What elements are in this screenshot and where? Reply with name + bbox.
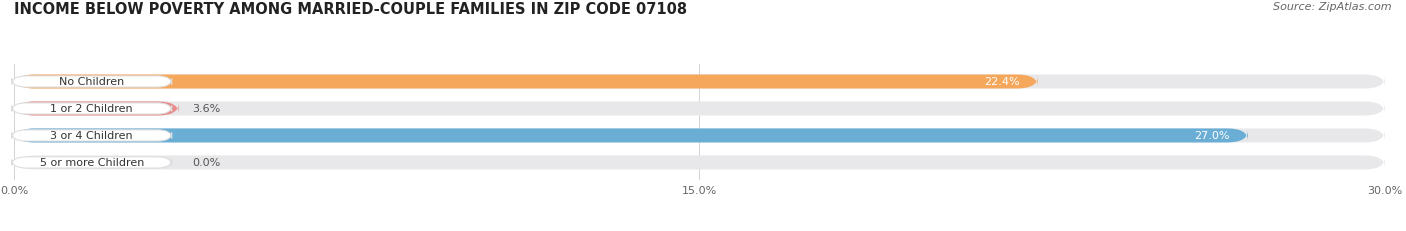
Text: INCOME BELOW POVERTY AMONG MARRIED-COUPLE FAMILIES IN ZIP CODE 07108: INCOME BELOW POVERTY AMONG MARRIED-COUPL… (14, 2, 688, 17)
Text: Source: ZipAtlas.com: Source: ZipAtlas.com (1274, 2, 1392, 12)
FancyBboxPatch shape (14, 129, 1385, 143)
FancyBboxPatch shape (11, 130, 172, 141)
FancyBboxPatch shape (14, 75, 1385, 89)
FancyBboxPatch shape (11, 157, 172, 168)
Text: 1 or 2 Children: 1 or 2 Children (51, 104, 134, 114)
FancyBboxPatch shape (14, 75, 1038, 89)
Text: 5 or more Children: 5 or more Children (39, 158, 143, 168)
Text: 27.0%: 27.0% (1194, 131, 1230, 141)
Text: 0.0%: 0.0% (193, 158, 221, 168)
Text: No Children: No Children (59, 77, 124, 87)
FancyBboxPatch shape (14, 129, 1249, 143)
FancyBboxPatch shape (14, 102, 1385, 116)
Text: 22.4%: 22.4% (984, 77, 1019, 87)
Text: 3 or 4 Children: 3 or 4 Children (51, 131, 134, 141)
Text: 3.6%: 3.6% (193, 104, 221, 114)
FancyBboxPatch shape (11, 76, 172, 88)
FancyBboxPatch shape (14, 156, 1385, 170)
FancyBboxPatch shape (14, 102, 179, 116)
FancyBboxPatch shape (11, 103, 172, 115)
